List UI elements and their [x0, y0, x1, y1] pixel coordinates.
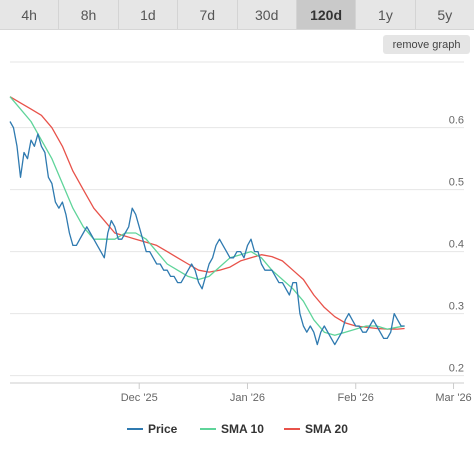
legend-label[interactable]: SMA 10	[221, 422, 264, 436]
y-tick-label: 0.3	[449, 301, 464, 313]
tab-30d[interactable]: 30d	[238, 0, 297, 29]
x-tick-label: Feb '26	[338, 392, 374, 404]
tab-1y[interactable]: 1y	[356, 0, 416, 29]
y-axis-ticks: 0.2 0.3 0.4 0.5 0.6	[449, 115, 464, 375]
y-tick-label: 0.5	[449, 177, 464, 189]
remove-graph-button[interactable]: remove graph	[383, 35, 470, 54]
tab-8h[interactable]: 8h	[59, 0, 119, 29]
range-tabs: 4h 8h 1d 7d 30d 120d 1y 5y	[0, 0, 474, 30]
x-tick-label: Dec '25	[121, 392, 158, 404]
x-tick-label: Mar '26	[435, 392, 471, 404]
tab-4h[interactable]: 4h	[0, 0, 60, 29]
x-tick-label: Jan '26	[230, 392, 265, 404]
series-line-price	[9, 121, 405, 346]
chart-series	[9, 96, 405, 346]
series-line-sma-10	[9, 96, 405, 336]
y-tick-label: 0.4	[449, 239, 464, 251]
chart-legend: Price SMA 10 SMA 20	[127, 422, 348, 436]
x-axis-ticks: Dec '25 Jan '26 Feb '26 Mar '26	[10, 382, 472, 404]
legend-label[interactable]: SMA 20	[305, 422, 348, 436]
y-tick-label: 0.6	[449, 115, 464, 127]
tab-1d[interactable]: 1d	[119, 0, 179, 29]
tab-7d[interactable]: 7d	[178, 0, 238, 29]
legend-label[interactable]: Price	[148, 422, 178, 436]
y-tick-label: 0.2	[449, 363, 464, 375]
tab-120d[interactable]: 120d	[296, 0, 357, 29]
tab-5y[interactable]: 5y	[437, 6, 453, 23]
series-line-sma-20	[9, 96, 405, 330]
